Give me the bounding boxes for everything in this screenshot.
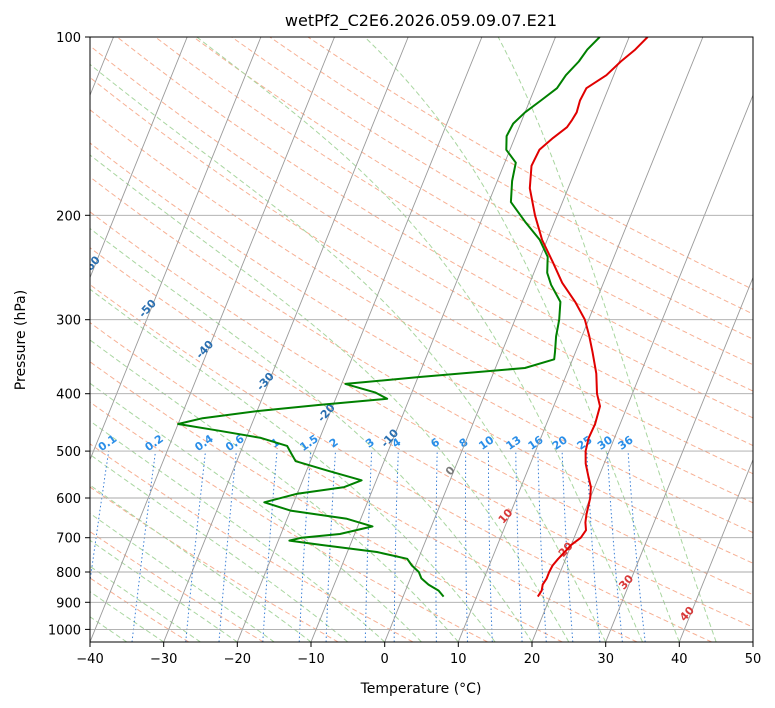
- dry-adiabat-line: [231, 37, 753, 340]
- y-tick-label: 1000: [48, 623, 81, 638]
- moist-adiabat-line: [90, 227, 533, 642]
- isotherm-line: [678, 458, 753, 642]
- x-tick-label: −40: [76, 652, 103, 667]
- isotherm-line: [163, 37, 409, 642]
- isotherm-line: [605, 276, 753, 642]
- dry-adiabat-line: [154, 37, 753, 392]
- isotherm-line: [531, 93, 753, 642]
- moist-adiabat-line: [497, 37, 717, 642]
- moist-adiabat-line: [90, 591, 164, 642]
- chart-title: wetPf2_C2E6.2026.059.09.07.E21: [285, 11, 557, 31]
- x-tick-label: −20: [224, 652, 251, 667]
- isotherm-line: [90, 37, 262, 461]
- y-tick-label: 100: [56, 31, 81, 46]
- mixing-ratio-line: [606, 451, 623, 642]
- moist-adiabat-line: [90, 288, 496, 642]
- dry-adiabat-line: [90, 142, 753, 534]
- y-axis-label: Pressure (hPa): [13, 290, 29, 390]
- moist-adiabat-line: [90, 420, 386, 642]
- moist-adiabat-line: [90, 453, 349, 642]
- dry-adiabat-line: [90, 109, 753, 504]
- x-tick-label: −10: [297, 652, 324, 667]
- x-tick-label: 50: [745, 652, 762, 667]
- dewpoint-profile-line: [177, 37, 601, 598]
- moist-adiabat-line: [90, 154, 570, 642]
- moist-adiabat-line: [90, 565, 201, 642]
- mixing-ratio-line: [185, 451, 206, 642]
- isotherm-line: [90, 37, 188, 279]
- y-tick-label: 900: [56, 596, 81, 611]
- dry-adiabat-line: [193, 37, 753, 366]
- mixing-ratio-line: [262, 451, 278, 642]
- isotherm-line: [457, 37, 704, 642]
- sounding-lines: [177, 37, 649, 598]
- dry-adiabat-line: [90, 530, 264, 642]
- x-tick-label: 40: [671, 652, 688, 667]
- dry-adiabat-line: [90, 361, 563, 642]
- x-tick-label: 10: [450, 652, 467, 667]
- isotherm-line: [236, 37, 483, 642]
- plot-frame: [89, 36, 754, 643]
- dry-adiabat-line: [90, 247, 753, 628]
- isotherm-line: [310, 37, 556, 642]
- x-axis-label: Temperature (°C): [360, 681, 482, 697]
- dry-adiabat-line: [90, 283, 712, 642]
- moist-adiabats: [90, 37, 717, 642]
- y-tick-label: 600: [56, 492, 81, 507]
- dry-adiabat-line: [116, 37, 753, 419]
- isotherm-line: [90, 37, 335, 642]
- y-tick-label: 700: [56, 532, 81, 547]
- isobar-gridlines: [90, 37, 753, 630]
- skewed-isotherms: [90, 37, 753, 642]
- moist-adiabat-line: [196, 37, 643, 642]
- y-tick-label: 200: [56, 209, 81, 224]
- isotherm-line: [384, 37, 630, 642]
- mixing-ratio-line: [627, 451, 646, 642]
- x-tick-label: 20: [524, 652, 541, 667]
- dry-adiabat-line: [90, 322, 638, 642]
- x-axis-ticks: −40 −30 −20 −10 0 10 20 30 40 50: [76, 642, 761, 667]
- dry-adiabats: [90, 37, 753, 642]
- y-tick-label: 800: [56, 566, 81, 581]
- x-tick-label: 0: [381, 652, 389, 667]
- y-tick-label: 500: [56, 445, 81, 460]
- y-tick-label: 300: [56, 314, 81, 329]
- moist-adiabat-line: [90, 339, 459, 642]
- moist-adiabat-line: [90, 382, 422, 642]
- dry-adiabat-line: [90, 176, 753, 564]
- dry-adiabat-line: [90, 401, 488, 642]
- x-tick-label: 30: [597, 652, 614, 667]
- x-tick-label: −30: [150, 652, 177, 667]
- mixing-ratio-line: [218, 451, 237, 642]
- y-axis-ticks: 100 200 300 400 500 600 700 800 900 1000: [48, 31, 90, 638]
- y-tick-label: 400: [56, 388, 81, 403]
- mixing-ratio-line: [586, 451, 601, 642]
- moist-adiabat-line: [90, 484, 312, 642]
- temperature-profile-line: [528, 37, 649, 598]
- mixing-ratio-line: [90, 451, 110, 585]
